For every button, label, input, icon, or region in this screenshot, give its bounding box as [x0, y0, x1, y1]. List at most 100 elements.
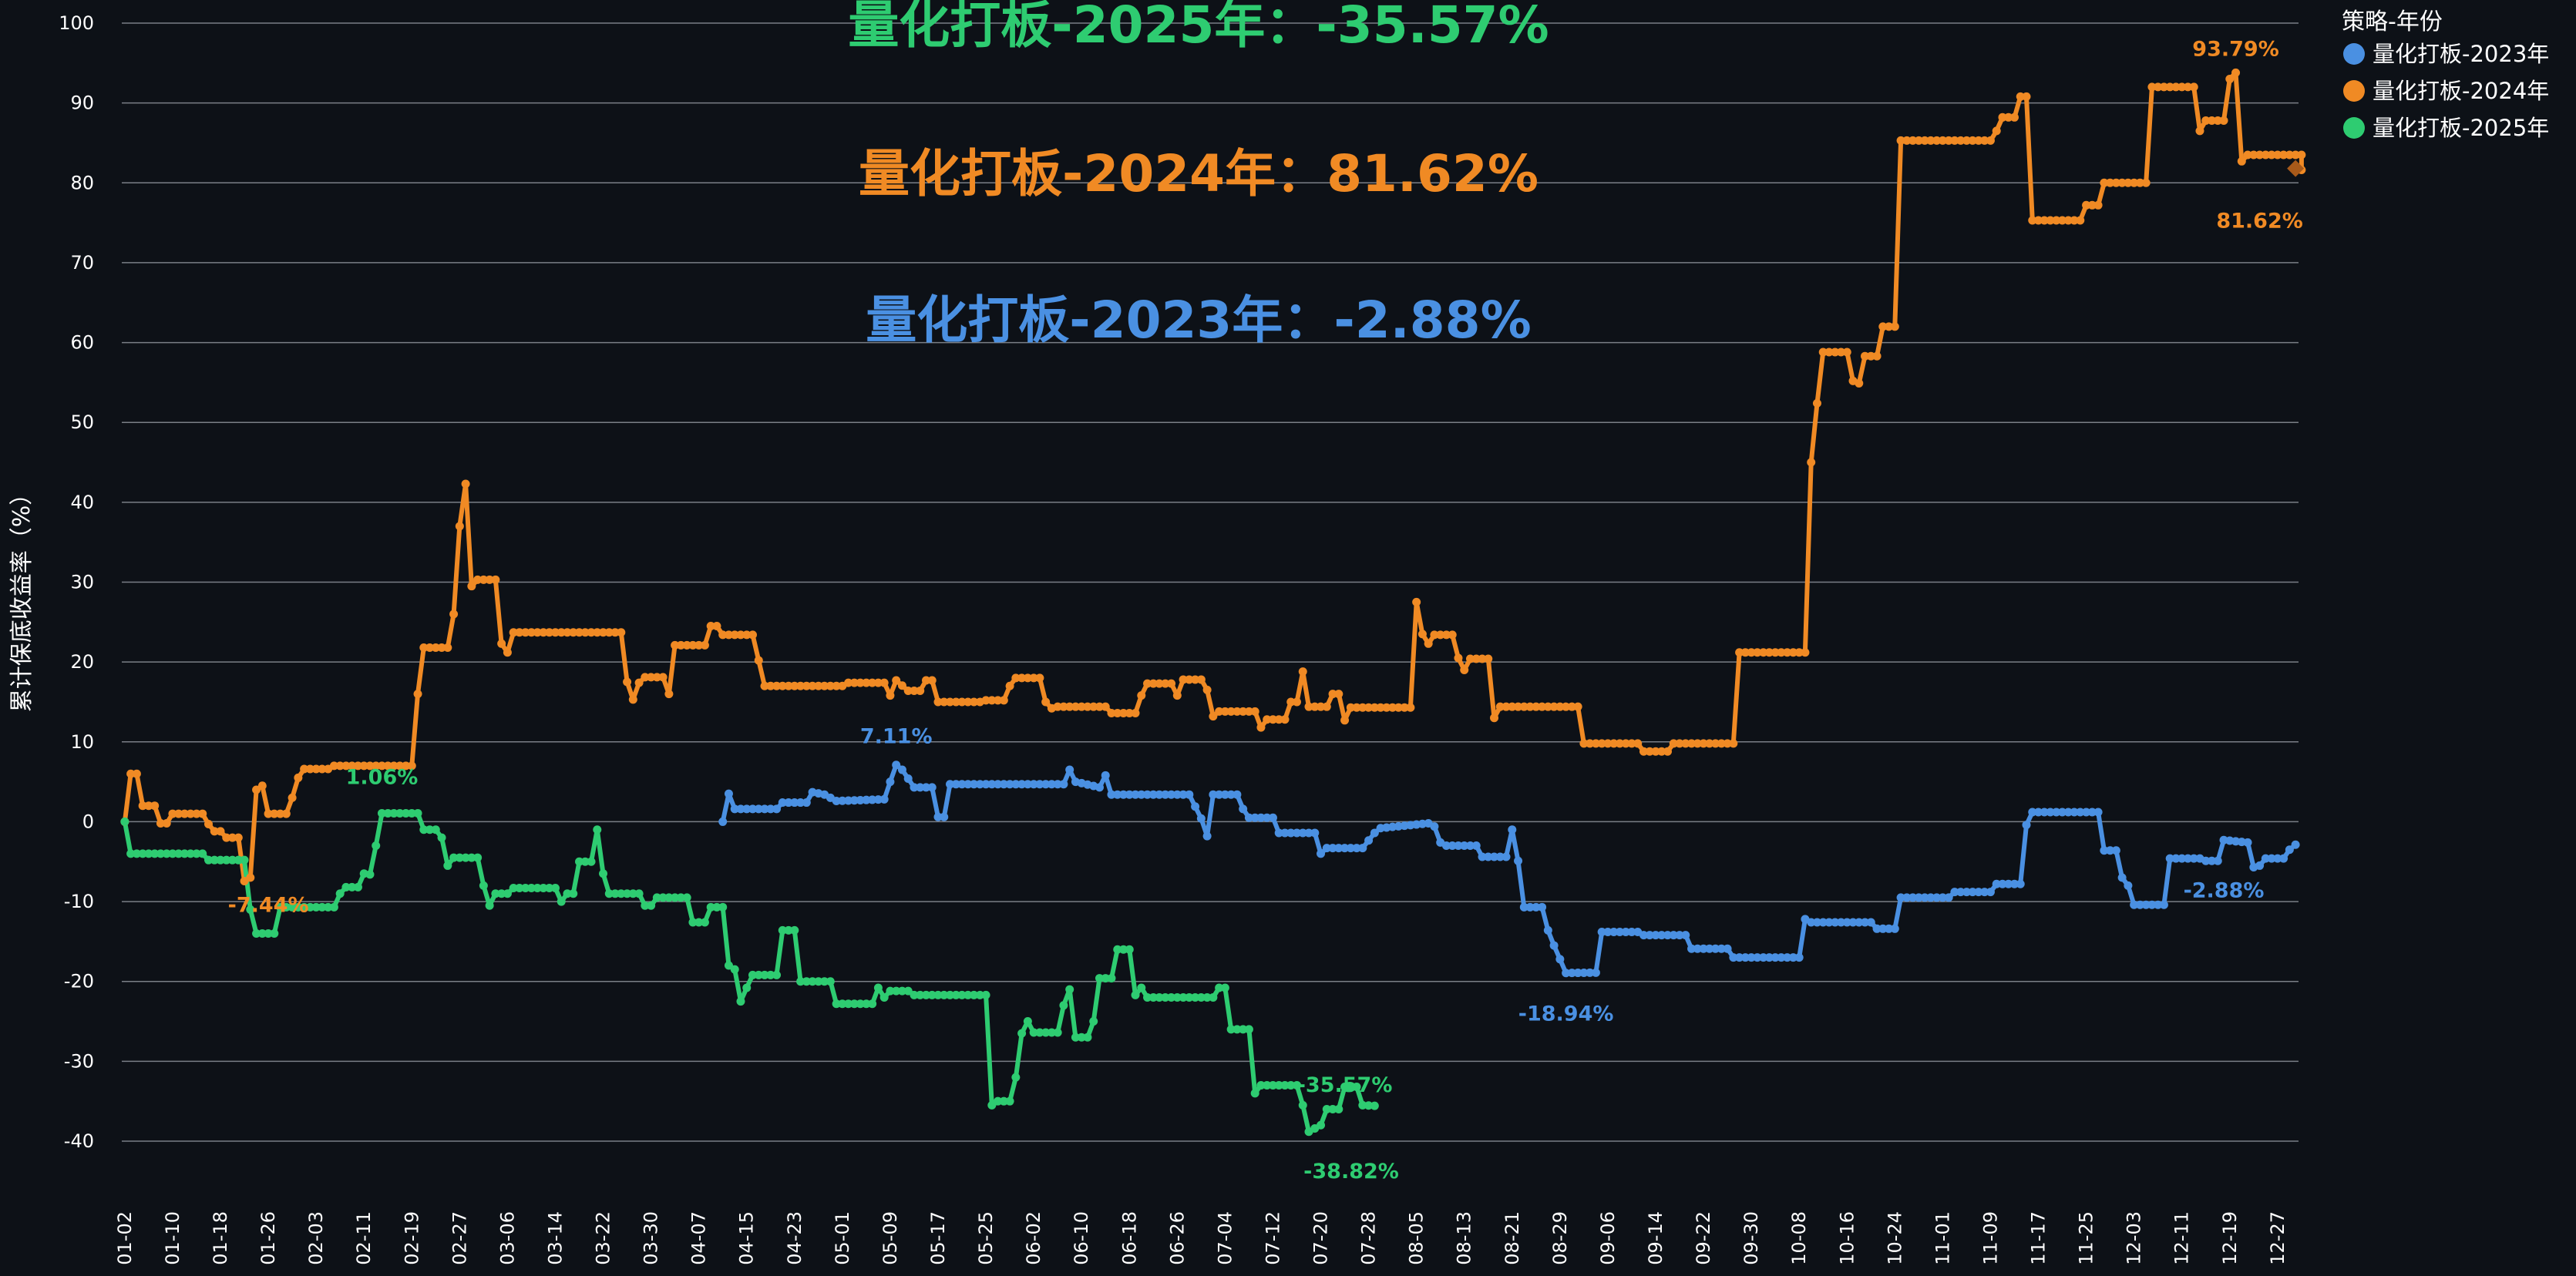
series-point[interactable] [1872, 924, 1882, 933]
series-point[interactable] [2201, 856, 2211, 865]
series-point[interactable] [2034, 808, 2043, 817]
series-point[interactable] [138, 849, 147, 858]
series-point[interactable] [1137, 691, 1146, 700]
series-point[interactable] [1011, 673, 1021, 683]
series-point[interactable] [1735, 648, 1744, 657]
series-point[interactable] [940, 990, 949, 999]
series-point[interactable] [180, 849, 189, 858]
series-point[interactable] [449, 609, 459, 619]
series-point[interactable] [1998, 879, 2007, 888]
series-point[interactable] [1053, 1028, 1062, 1037]
series-point[interactable] [593, 628, 602, 637]
series-point[interactable] [838, 999, 847, 1009]
series-point[interactable] [1926, 136, 1935, 145]
series-point[interactable] [2147, 900, 2157, 909]
series-point[interactable] [192, 809, 201, 818]
series-point[interactable] [1125, 708, 1134, 717]
series-point[interactable] [1460, 666, 1469, 675]
series-point[interactable] [1788, 953, 1797, 962]
series-point[interactable] [2082, 200, 2091, 210]
series-point[interactable] [2106, 846, 2115, 855]
series-point[interactable] [192, 849, 201, 858]
series-point[interactable] [784, 925, 793, 935]
series-point[interactable] [1095, 702, 1104, 711]
series-point[interactable] [718, 817, 728, 826]
series-point[interactable] [2052, 808, 2061, 817]
series-point[interactable] [1250, 813, 1259, 822]
series-point[interactable] [1370, 703, 1379, 712]
series-point[interactable] [1998, 112, 2007, 122]
series-point[interactable] [832, 681, 841, 690]
series-point[interactable] [754, 656, 763, 665]
series-point[interactable] [2243, 150, 2252, 160]
series-point[interactable] [1747, 648, 1756, 657]
series-point[interactable] [1938, 136, 1947, 145]
series-point[interactable] [1083, 702, 1092, 711]
series-point[interactable] [1292, 697, 1301, 707]
series-point[interactable] [970, 990, 979, 999]
series-point[interactable] [1155, 679, 1164, 688]
series-point[interactable] [1185, 992, 1194, 1002]
series-point[interactable] [2052, 216, 2061, 225]
series-point[interactable] [1137, 983, 1146, 992]
series-point[interactable] [2147, 82, 2157, 92]
series-point[interactable] [270, 809, 279, 818]
series-point[interactable] [1448, 630, 1457, 640]
series-point[interactable] [868, 678, 877, 687]
series-point[interactable] [1878, 322, 1888, 331]
series-point[interactable] [1274, 1080, 1283, 1090]
series-point[interactable] [2154, 82, 2163, 92]
series-point[interactable] [1633, 739, 1643, 748]
series-point[interactable] [550, 628, 560, 637]
series-point[interactable] [1586, 968, 1595, 977]
series-point[interactable] [150, 801, 160, 811]
series-point[interactable] [1962, 888, 1971, 897]
series-point[interactable] [718, 630, 728, 640]
series-point[interactable] [1406, 703, 1415, 712]
series-point[interactable] [1896, 136, 1905, 145]
series-point[interactable] [946, 780, 955, 789]
series-point[interactable] [1143, 992, 1152, 1002]
series-point[interactable] [2022, 821, 2031, 830]
series-point[interactable] [1148, 679, 1158, 688]
series-point[interactable] [246, 873, 255, 882]
series-point[interactable] [563, 628, 572, 637]
series-point[interactable] [921, 676, 930, 685]
series-point[interactable] [1788, 648, 1797, 657]
series-point[interactable] [1113, 708, 1122, 717]
series-point[interactable] [1669, 931, 1678, 940]
series-point[interactable] [712, 902, 721, 912]
series-point[interactable] [1364, 703, 1374, 712]
series-point[interactable] [1286, 828, 1296, 838]
series-point[interactable] [132, 849, 141, 858]
series-point[interactable] [1783, 953, 1792, 962]
series-point[interactable] [724, 961, 733, 970]
series-point[interactable] [1107, 708, 1116, 717]
series-point[interactable] [999, 1096, 1008, 1106]
series-point[interactable] [1250, 707, 1259, 716]
series-point[interactable] [437, 833, 446, 842]
series-point[interactable] [144, 849, 153, 858]
series-point[interactable] [946, 990, 955, 999]
series-point[interactable] [1914, 893, 1923, 902]
series-point[interactable] [1346, 703, 1355, 712]
series-point[interactable] [473, 853, 483, 862]
series-point[interactable] [1065, 985, 1074, 994]
series-point[interactable] [1280, 828, 1290, 838]
series-point[interactable] [1508, 825, 1517, 834]
series-point[interactable] [210, 855, 219, 865]
series-point[interactable] [1974, 888, 1983, 897]
series-point[interactable] [557, 628, 566, 637]
series-point[interactable] [1244, 813, 1253, 822]
series-point[interactable] [2231, 68, 2241, 77]
series-point[interactable] [736, 630, 745, 640]
series-point[interactable] [467, 853, 476, 862]
series-point[interactable] [1627, 739, 1636, 748]
series-point[interactable] [1902, 136, 1912, 145]
series-point[interactable] [1693, 944, 1702, 953]
series-point[interactable] [526, 883, 536, 892]
series-point[interactable] [1131, 990, 1140, 999]
series-point[interactable] [2046, 216, 2055, 225]
series-point[interactable] [1812, 398, 1821, 408]
